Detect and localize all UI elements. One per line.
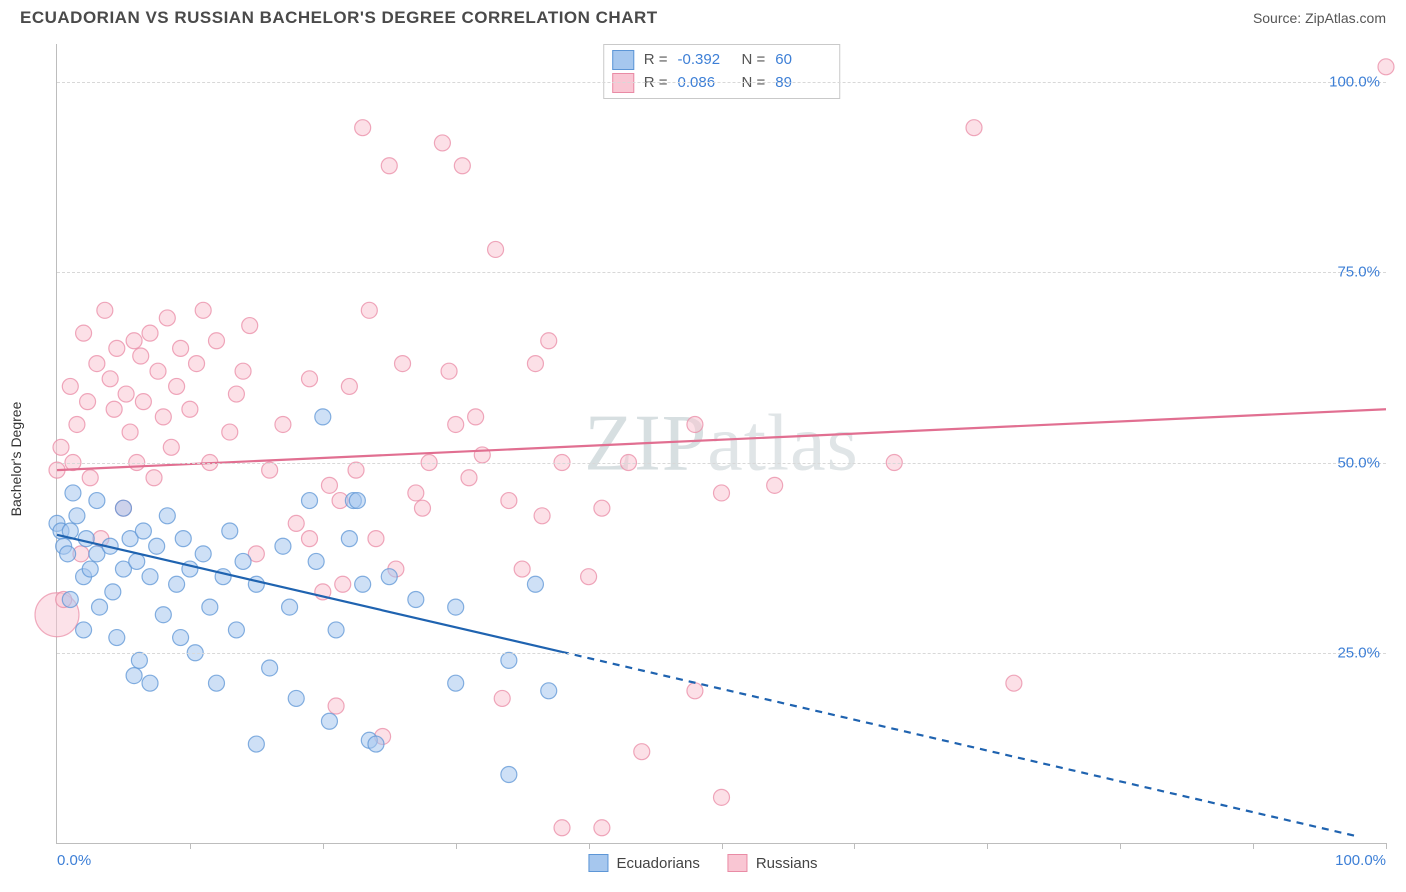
legend-label-ecuadorians: Ecuadorians — [616, 855, 699, 872]
x-min-label: 0.0% — [57, 852, 91, 869]
y-tick-label: 100.0% — [1329, 74, 1380, 91]
legend-bottom: Ecuadorians Russians — [588, 854, 817, 872]
source-label: Source: — [1253, 10, 1305, 26]
legend-item-ecuadorians: Ecuadorians — [588, 854, 699, 872]
y-tick-label: 25.0% — [1337, 644, 1380, 661]
swatch-ecuadorians-icon — [588, 854, 608, 872]
legend-label-russians: Russians — [756, 855, 818, 872]
legend-item-russians: Russians — [728, 854, 818, 872]
x-max-label: 100.0% — [1335, 852, 1386, 869]
swatch-ecuadorians — [612, 50, 634, 70]
plot-area: ZIPatlas R = -0.392 N = 60 R = 0.086 N =… — [56, 44, 1386, 844]
source-link[interactable]: ZipAtlas.com — [1305, 10, 1386, 26]
n-value-ecuadorians: 60 — [775, 49, 829, 72]
header: ECUADORIAN VS RUSSIAN BACHELOR'S DEGREE … — [0, 0, 1406, 32]
swatch-russians-icon — [728, 854, 748, 872]
plot-svg — [57, 44, 1386, 843]
chart-area: Bachelor's Degree ZIPatlas R = -0.392 N … — [20, 44, 1386, 874]
y-tick-label: 75.0% — [1337, 264, 1380, 281]
chart-title: ECUADORIAN VS RUSSIAN BACHELOR'S DEGREE … — [20, 8, 658, 28]
y-tick-label: 50.0% — [1337, 454, 1380, 471]
legend-row-ecuadorians: R = -0.392 N = 60 — [612, 49, 830, 72]
r-value-ecuadorians: -0.392 — [678, 49, 732, 72]
legend-stats: R = -0.392 N = 60 R = 0.086 N = 89 — [603, 44, 841, 99]
source: Source: ZipAtlas.com — [1253, 10, 1386, 26]
y-axis-label: Bachelor's Degree — [8, 402, 24, 517]
